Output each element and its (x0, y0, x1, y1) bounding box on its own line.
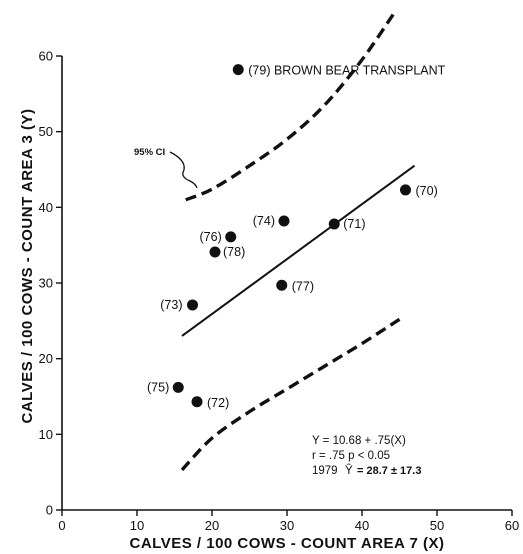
data-point-label: (77) (292, 279, 314, 293)
data-point (209, 246, 221, 258)
x-tick-label: 60 (505, 518, 519, 533)
data-point-label: (74) (253, 214, 275, 228)
data-point-label: (76) (200, 230, 222, 244)
data-point (172, 381, 184, 393)
regression-line (181, 164, 416, 337)
x-tick-label: 40 (355, 518, 369, 533)
ci-lower-curve (180, 317, 401, 472)
y-tick-label: 10 (39, 427, 53, 442)
y-tick-label: 20 (39, 351, 53, 366)
correlation-stats: r = .75 p < 0.05 (312, 450, 390, 462)
data-point-label: (75) (147, 380, 169, 394)
ci-label: 95% CI (134, 147, 165, 158)
curves (180, 9, 416, 472)
data-points: (79) BROWN BEAR TRANSPLANT (70) (74) (71) (7… (147, 64, 446, 410)
regression-equation: Y = 10.68 + .75(X) (312, 435, 406, 447)
data-point (278, 215, 290, 227)
y-axis-title: CALVES / 100 COWS - COUNT AREA 3 (Y) (19, 109, 36, 424)
y-tick-label: 60 (39, 49, 53, 64)
y-tick-label: 40 (39, 200, 53, 215)
prediction-value: = 28.7 ± 17.3 (357, 465, 421, 477)
x-tick-label: 20 (205, 518, 219, 533)
data-point (276, 279, 288, 291)
prediction-year: 1979 (312, 465, 338, 477)
x-tick-label: 30 (280, 518, 294, 533)
data-point-label: (73) (160, 298, 182, 312)
data-point (400, 184, 411, 196)
data-point (328, 218, 340, 230)
x-axis-title: CALVES / 100 COWS - COUNT AREA 7 (X) (130, 535, 445, 552)
data-point (232, 64, 244, 76)
data-point-label: (72) (207, 396, 229, 410)
y-ticks: 0 10 20 30 40 50 60 (39, 49, 62, 518)
data-point-label: (78) (223, 245, 245, 259)
data-point-label: (79) BROWN BEAR TRANSPLANT (248, 64, 445, 78)
data-point-label: (70) (416, 184, 438, 198)
y-tick-label: 0 (46, 503, 53, 518)
ci-upper-curve (185, 9, 398, 202)
data-point (191, 396, 203, 408)
ci-pointer (169, 151, 198, 189)
x-ticks: 0 10 20 30 40 50 60 (58, 510, 519, 533)
stats-block: Y = 10.68 + .75(X) r = .75 p < 0.05 1979… (312, 435, 421, 477)
y-tick-label: 30 (39, 276, 53, 291)
y-tick-label: 50 (39, 124, 53, 139)
data-point (187, 299, 198, 311)
prediction-symbol: Ŷ (345, 464, 353, 477)
axes (61, 56, 512, 511)
x-tick-label: 50 (430, 518, 444, 533)
data-point-label: (71) (343, 217, 365, 231)
x-tick-label: 0 (58, 518, 65, 533)
x-tick-label: 10 (130, 518, 144, 533)
data-point (225, 231, 237, 243)
